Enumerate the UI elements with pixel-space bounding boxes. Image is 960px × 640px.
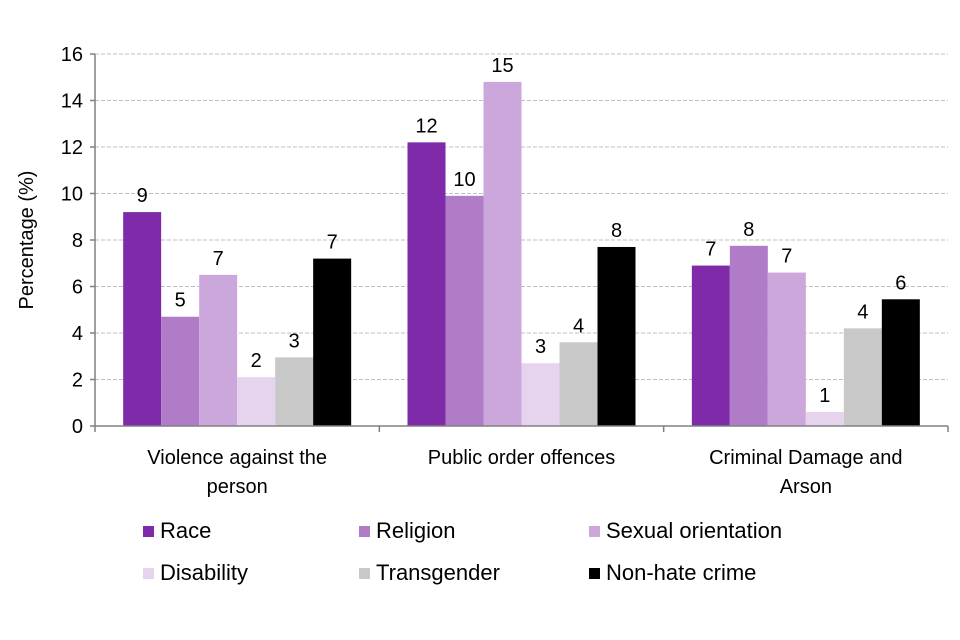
y-tick-label: 4 (72, 323, 83, 345)
data-label: 3 (535, 336, 546, 358)
data-label: 12 (415, 115, 437, 137)
bar-sexual-orientation (767, 272, 806, 426)
data-label: 4 (857, 301, 868, 323)
bar-religion (445, 195, 484, 426)
legend-item: Sexual orientation (589, 518, 782, 544)
legend-swatch (589, 525, 600, 537)
bar-non-hate-crime (881, 299, 920, 426)
legend-item: Religion (359, 518, 456, 544)
data-label: 5 (175, 290, 186, 312)
legend-swatch (589, 567, 600, 579)
legend-item: Non-hate crime (589, 560, 756, 586)
y-tick-label: 12 (61, 137, 83, 159)
bars (123, 81, 920, 427)
data-label: 8 (611, 220, 622, 242)
legend-swatch (143, 525, 154, 537)
bar-disability (521, 363, 560, 426)
legend-swatch (359, 567, 370, 579)
bar-sexual-orientation (199, 274, 238, 426)
bar-non-hate-crime (597, 246, 636, 426)
category-label: Violence against the (147, 447, 327, 469)
data-label: 7 (781, 246, 792, 268)
bar-transgender (275, 357, 314, 426)
axes (90, 53, 949, 432)
y-tick-label: 6 (72, 277, 83, 299)
y-tick-label: 10 (61, 184, 83, 206)
y-axis-label: Percentage (%) (16, 171, 38, 310)
bar-transgender (843, 328, 882, 426)
data-label: 15 (491, 55, 513, 77)
bar-religion (729, 245, 768, 426)
legend-label: Religion (376, 518, 456, 543)
y-tick-label: 16 (61, 44, 83, 66)
data-label: 7 (213, 248, 224, 270)
bar-race (123, 212, 162, 426)
bar-sexual-orientation (483, 81, 522, 427)
data-label: 6 (895, 272, 906, 294)
data-label: 8 (743, 219, 754, 241)
data-label: 9 (137, 185, 148, 207)
legend-item: Race (143, 518, 211, 544)
data-label: 7 (327, 232, 338, 254)
bar-non-hate-crime (313, 258, 352, 426)
bar-race (407, 142, 446, 426)
bar-disability (805, 412, 844, 426)
data-label: 1 (819, 385, 830, 407)
data-label: 7 (705, 239, 716, 261)
y-tick-labels: 0 2 4 6 8 10 12 14 16 (61, 44, 83, 438)
category-label: Public order offences (428, 447, 616, 469)
y-tick-label: 2 (72, 370, 83, 392)
legend-swatch (143, 567, 154, 579)
category-label: Criminal Damage and (709, 447, 902, 469)
bar-disability (237, 377, 276, 426)
legend-label: Sexual orientation (606, 518, 783, 543)
legend-swatch (359, 525, 370, 537)
legend-label: Transgender (376, 560, 500, 585)
legend-label: Non-hate crime (606, 560, 757, 585)
legend-label: Race (160, 518, 212, 543)
legend-label: Disability (160, 560, 249, 585)
y-tick-label: 0 (72, 416, 83, 438)
data-label: 3 (289, 330, 300, 352)
category-label: Arson (780, 476, 832, 498)
legend-item: Transgender (359, 560, 500, 586)
category-label: person (207, 476, 268, 498)
legend-item: Disability (143, 560, 248, 586)
bar-transgender (559, 342, 598, 426)
bar-race (691, 265, 730, 426)
data-label: 10 (453, 169, 475, 191)
data-label: 4 (573, 315, 584, 337)
y-tick-label: 14 (61, 91, 83, 113)
bar-religion (161, 316, 200, 426)
data-label: 2 (251, 350, 262, 372)
y-tick-label: 8 (72, 230, 83, 252)
data-labels: 9 5 7 2 3 7 12 10 15 3 4 8 7 8 7 1 4 6 (137, 55, 907, 407)
category-labels: Violence against the person Public order o… (147, 447, 902, 498)
